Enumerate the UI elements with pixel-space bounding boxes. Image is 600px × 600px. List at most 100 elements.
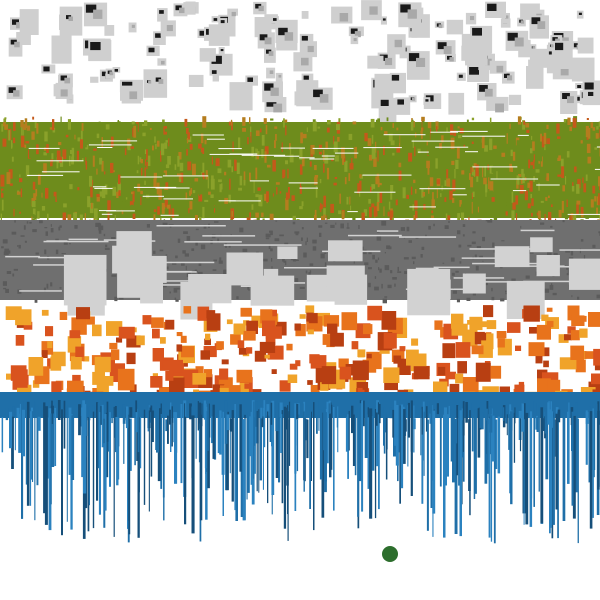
olive-speck	[230, 119, 233, 126]
orange-blob	[176, 332, 183, 337]
olive-speck	[261, 149, 264, 158]
blue-drip	[226, 414, 230, 431]
olive-speck	[300, 176, 303, 186]
gray-block	[208, 24, 230, 46]
maze-noise	[265, 233, 271, 238]
blue-drip	[270, 402, 273, 425]
blue-drip	[369, 408, 373, 519]
maze-noise	[3, 251, 9, 256]
olive-speck	[201, 172, 203, 177]
olive-speck	[302, 133, 307, 139]
olive-speck	[393, 198, 396, 207]
maze-noise	[592, 244, 596, 248]
olive-speck	[300, 132, 303, 144]
olive-speck	[153, 172, 157, 179]
orange-blob	[230, 334, 241, 345]
maze-noise	[294, 259, 299, 261]
olive-speck	[586, 118, 589, 120]
olive-speck	[79, 214, 83, 224]
blue-drip	[446, 414, 449, 477]
maze-noise	[384, 296, 388, 298]
orange-blob	[448, 349, 454, 355]
olive-gap	[27, 174, 64, 176]
blue-drip	[87, 417, 90, 532]
blue-drip	[199, 414, 203, 521]
olive-speck	[534, 182, 538, 188]
olive-speck	[446, 178, 451, 187]
maze-noise	[374, 286, 379, 291]
olive-speck	[234, 187, 239, 194]
orange-blob	[363, 324, 373, 335]
olive-speck	[459, 162, 463, 167]
olive-speck	[377, 150, 379, 162]
maze-noise	[301, 237, 303, 241]
olive-speck	[512, 202, 516, 210]
blue-drip	[592, 408, 594, 518]
olive-speck	[214, 205, 216, 213]
maze-noise	[98, 223, 102, 229]
orange-blob	[558, 334, 569, 343]
olive-speck	[2, 138, 7, 147]
olive-speck	[299, 148, 303, 160]
olive-speck	[586, 143, 591, 154]
olive-speck	[376, 202, 380, 211]
blue-drip	[16, 407, 20, 418]
olive-speck	[527, 203, 531, 209]
olive-speck	[304, 197, 307, 207]
olive-speck	[32, 181, 36, 190]
maze-noise	[319, 232, 322, 237]
maze-noise	[98, 228, 101, 232]
maze-noise	[186, 236, 191, 241]
olive-speck	[421, 116, 425, 122]
olive-speck	[430, 215, 434, 218]
maze-noise	[403, 257, 409, 260]
blue-drip	[128, 418, 131, 535]
orange-blob	[221, 359, 229, 365]
orange-blob	[200, 350, 210, 360]
blue-drip	[557, 409, 561, 423]
orange-blob	[455, 373, 464, 384]
dark-block	[576, 96, 582, 101]
olive-gap	[36, 160, 84, 162]
olive-speck	[523, 120, 526, 125]
maze-noise	[247, 286, 250, 290]
orange-blob	[357, 349, 366, 358]
blue-drip	[231, 410, 234, 502]
orange-blob	[411, 338, 419, 346]
dark-block	[573, 43, 580, 48]
olive-speck	[450, 137, 455, 150]
blue-drip	[489, 415, 493, 433]
maze-noise	[525, 275, 530, 279]
blue-drip	[443, 414, 446, 538]
blue-drip	[11, 416, 14, 469]
mid-block	[269, 70, 274, 74]
olive-speck	[346, 196, 349, 205]
blue-drip	[9, 411, 13, 449]
maze-block	[63, 254, 107, 306]
blue-drip	[545, 410, 549, 480]
olive-gap	[409, 206, 436, 208]
blue-drip	[169, 409, 171, 425]
orange-blob	[205, 333, 211, 341]
blue-drip	[303, 401, 306, 419]
olive-speck	[55, 195, 57, 202]
blue-drip	[50, 413, 52, 505]
green-orb[interactable]	[382, 546, 398, 562]
olive-speck	[314, 209, 317, 222]
olive-gap	[41, 171, 80, 173]
olive-speck	[530, 194, 532, 199]
orange-blob	[483, 305, 494, 318]
maze-noise	[173, 287, 178, 293]
blue-drip	[392, 409, 395, 438]
olive-speck	[218, 157, 222, 166]
blue-drip	[508, 414, 511, 450]
mid-block	[532, 46, 535, 49]
blue-drip	[262, 407, 264, 490]
olive-speck	[261, 135, 265, 146]
gray-block	[446, 19, 464, 35]
olive-speck	[431, 199, 435, 209]
blue-drip	[12, 406, 15, 419]
orange-blob	[82, 356, 90, 362]
olive-speck	[598, 193, 600, 205]
